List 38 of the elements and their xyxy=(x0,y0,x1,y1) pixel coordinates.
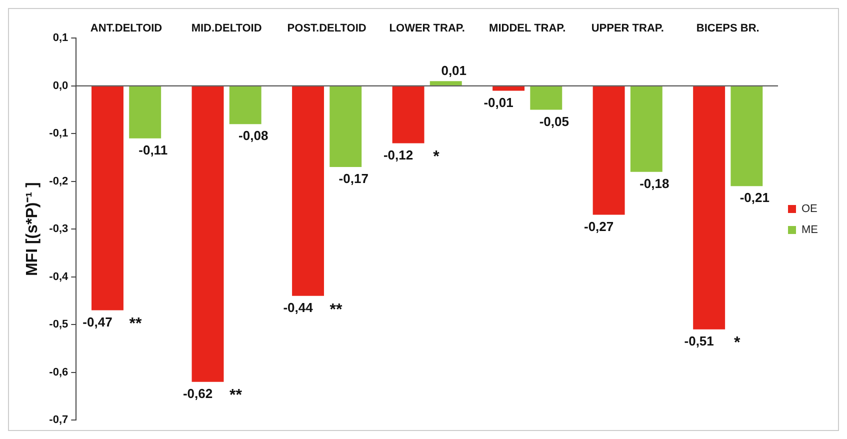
annotation: * xyxy=(433,148,440,166)
y-axis-title: MFI [(s*P)⁻¹ ] xyxy=(24,182,42,276)
data-label: -0,17 xyxy=(338,171,368,186)
legend-label: OE xyxy=(802,203,818,216)
x-tick-label: MIDDEL TRAP. xyxy=(489,22,566,35)
data-label: -0,18 xyxy=(640,176,670,191)
data-label: -0,47 xyxy=(82,314,112,330)
data-label: -0,21 xyxy=(740,190,770,206)
data-label: -0,05 xyxy=(539,114,569,129)
y-tick-label: -0,2 xyxy=(49,175,68,188)
x-tick-label: POST.DELTOID xyxy=(287,22,366,35)
annotation: ** xyxy=(330,301,344,318)
annotation: ** xyxy=(129,316,142,333)
x-tick-label: MID.DELTOID xyxy=(191,22,262,35)
x-tick-label: BICEPS BR. xyxy=(696,22,760,35)
data-label: -0,44 xyxy=(283,300,314,315)
annotation: ** xyxy=(230,387,243,404)
y-tick-label: -0,1 xyxy=(49,128,68,140)
data-label: -0,01 xyxy=(484,94,514,110)
data-label: -0,51 xyxy=(684,333,714,348)
data-label: -0,11 xyxy=(138,142,168,158)
data-label: -0,62 xyxy=(182,386,213,401)
data-label: -0,27 xyxy=(584,218,614,234)
y-tick-label: -0,7 xyxy=(49,414,68,426)
legend-label: ME xyxy=(802,224,818,236)
y-tick-label: 0,0 xyxy=(52,80,68,92)
y-tick-label: -0,3 xyxy=(49,223,68,236)
y-tick-label: -0,5 xyxy=(49,318,68,331)
x-tick-label: LOWER TRAP. xyxy=(389,22,465,35)
data-label: -0,08 xyxy=(238,128,268,144)
y-tick-label: -0,4 xyxy=(49,270,70,283)
annotation: * xyxy=(734,334,741,352)
x-tick-label: UPPER TRAP. xyxy=(591,22,664,35)
y-tick-label: -0,6 xyxy=(49,366,68,378)
y-tick-label: 0,1 xyxy=(52,32,68,44)
data-label: -0,12 xyxy=(383,147,414,162)
x-tick-label: ANT.DELTOID xyxy=(90,22,162,35)
data-label: 0,01 xyxy=(441,63,467,78)
